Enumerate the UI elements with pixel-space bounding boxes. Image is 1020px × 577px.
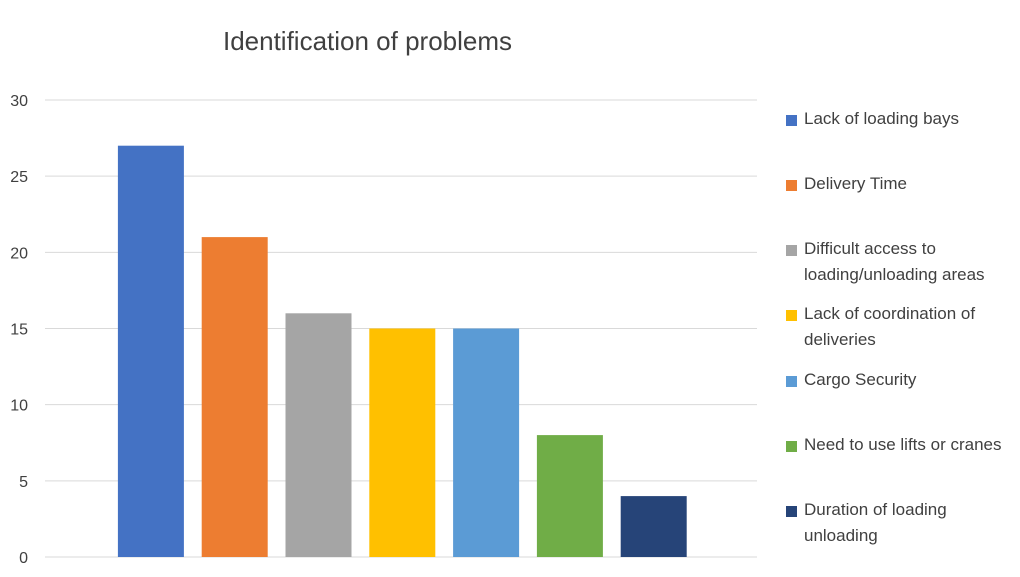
bar-2 bbox=[201, 237, 268, 557]
legend-swatch bbox=[786, 115, 797, 126]
y-tick-label: 25 bbox=[10, 169, 28, 186]
legend-swatch bbox=[786, 441, 797, 452]
bar-6 bbox=[536, 435, 603, 557]
chart-title: Identification of problems bbox=[222, 26, 513, 56]
legend-label: Difficult access to loading/unloading ar… bbox=[804, 239, 985, 284]
bar-1 bbox=[117, 145, 184, 557]
y-tick-label: 5 bbox=[19, 474, 28, 491]
legend-item-delivery-time: Delivery Time bbox=[786, 174, 1016, 197]
legend-item-difficult-access: Difficult access to loading/unloading ar… bbox=[786, 239, 1016, 288]
legend-label: Delivery Time bbox=[804, 174, 907, 193]
y-tick-label: 20 bbox=[10, 245, 28, 262]
bar-5 bbox=[453, 328, 520, 557]
legend: Lack of loading bays Delivery Time Diffi… bbox=[786, 0, 1016, 577]
bar-7 bbox=[620, 496, 687, 557]
legend-item-duration-of-loading: Duration of loading unloading bbox=[786, 500, 1016, 549]
legend-swatch bbox=[786, 180, 797, 191]
legend-item-cargo-security: Cargo Security bbox=[786, 370, 1016, 393]
plot-area: 0 5 10 15 20 25 30 bbox=[10, 93, 757, 567]
legend-label: Need to use lifts or cranes bbox=[804, 435, 1002, 454]
legend-label: Duration of loading unloading bbox=[804, 500, 947, 545]
legend-swatch bbox=[786, 376, 797, 387]
y-tick-label: 0 bbox=[19, 550, 28, 567]
legend-item-lifts-or-cranes: Need to use lifts or cranes bbox=[786, 435, 1016, 458]
bar-4 bbox=[369, 328, 436, 557]
legend-label: Cargo Security bbox=[804, 370, 917, 389]
legend-item-lack-of-loading-bays: Lack of loading bays bbox=[786, 109, 1016, 132]
legend-label: Lack of loading bays bbox=[804, 109, 959, 128]
y-tick-label: 10 bbox=[10, 398, 28, 415]
legend-swatch bbox=[786, 506, 797, 517]
legend-label: Lack of coordination of deliveries bbox=[804, 304, 976, 349]
legend-item-lack-of-coordination: Lack of coordination of deliveries bbox=[786, 304, 1016, 353]
y-tick-label: 30 bbox=[10, 93, 28, 110]
y-tick-label: 15 bbox=[10, 322, 28, 339]
legend-swatch bbox=[786, 310, 797, 321]
bar-3 bbox=[285, 313, 352, 557]
legend-swatch bbox=[786, 245, 797, 256]
